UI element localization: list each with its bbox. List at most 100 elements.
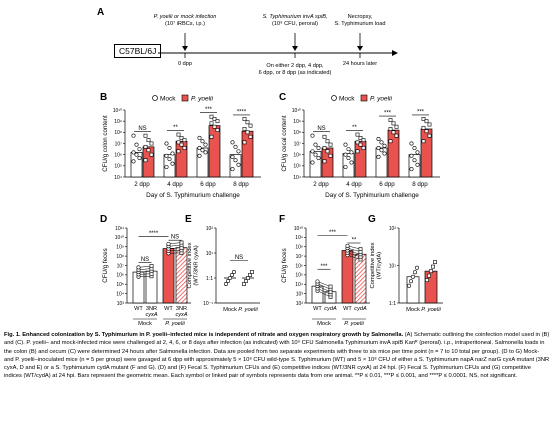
panel-f-x-tick-label: cydA	[324, 306, 337, 312]
panel-f-group-label: Mock	[317, 321, 331, 327]
panel-b-bar-pyoelii	[208, 125, 221, 178]
panel-c-y-tick-label: 10⁸	[293, 130, 301, 136]
panel-c-mock-point	[412, 145, 417, 150]
panel-b-mock-point	[230, 154, 235, 159]
panel-c-pyoelii-point	[328, 153, 333, 158]
mouse-strain-box: C57BL/6J	[114, 44, 162, 58]
panel-c-mock-point	[415, 162, 420, 167]
panel-g-y-tick-label: 10²	[389, 226, 397, 232]
panel-c-mock-point	[343, 164, 348, 169]
panel-d-point	[179, 240, 184, 245]
panel-b-sig-label: **	[173, 125, 178, 131]
panel-b-mock-point	[131, 159, 136, 164]
panel-c-mock-point	[310, 149, 315, 154]
panel-d-y-tick-label: 10⁷	[117, 263, 125, 269]
panel-f-x-tick-label: WT	[343, 306, 352, 312]
panel-e-sig-label: NS	[235, 255, 243, 261]
panel-c-mock-point	[409, 141, 414, 146]
panel-d-x-tick-label: 3NR	[146, 306, 157, 312]
panel-c-x-tick-label: 8 dpp	[412, 181, 428, 188]
panel-c-mock-point	[313, 152, 318, 157]
caption-title: Fig. 1. Enhanced colonization by S. Typh…	[4, 332, 404, 338]
panel-c-mock-point	[376, 154, 381, 159]
panel-b-legend-pyoelii: P. yoelii	[191, 96, 213, 103]
panel-d-x-tick-label: cyxA	[145, 312, 157, 318]
panel-f-y-tick-label: 10⁴	[295, 282, 303, 288]
panel-f-pair-line	[317, 285, 331, 292]
panel-b-pyoelii-point	[248, 123, 253, 128]
panel-f-pair-line	[317, 281, 331, 287]
panel-d-sig-label: NS	[171, 235, 179, 241]
panel-b-pyoelii-point	[248, 134, 253, 139]
panel-b-pyoelii-point	[176, 149, 181, 154]
panel-b-mock-point	[170, 151, 175, 156]
panel-c-mock-point	[310, 133, 315, 138]
panel-b-pyoelii-point	[215, 128, 220, 133]
panel-c-pyoelii-point	[427, 122, 432, 127]
panel-b-x-tick-label: 8 dpp	[233, 181, 249, 188]
panel-b-pyoelii-point	[215, 119, 220, 124]
panel-b-mock-point	[164, 153, 169, 158]
panel-g-bar	[406, 276, 420, 304]
panel-c-mock-point	[376, 145, 381, 150]
timeline-middle: On either 2 dpp, 4 dpp, 6 dpp, or 8 dpp …	[245, 63, 345, 76]
panel-c-mock-point	[316, 145, 321, 150]
panel-g-point	[433, 260, 437, 265]
panel-b-pyoelii-point	[242, 140, 247, 145]
panel-b-pyoelii-point	[149, 141, 154, 146]
panel-g-point	[410, 274, 415, 279]
panel-e-point	[242, 282, 246, 286]
panel-c-bar-mock	[309, 150, 322, 178]
panel-b-mock-point	[170, 161, 175, 166]
panel-c-x-label: Day of S. Typhimurium challenge	[325, 192, 419, 199]
panel-c-mock-point	[412, 158, 417, 163]
panel-b-pyoelii-point	[143, 144, 148, 149]
panel-d-x-tick-label: 3NR	[176, 306, 187, 312]
panel-d-pair-line	[138, 268, 152, 270]
panel-b-mock-point	[200, 139, 205, 144]
panel-c-mock-point	[313, 142, 318, 147]
panel-f-pair-line	[317, 283, 331, 290]
panel-d-pair-line	[168, 247, 182, 249]
panel-b-bar-mock	[196, 147, 209, 178]
panel-c-pyoelii-point	[388, 127, 393, 131]
panel-b-y-tick-label: 10⁸	[114, 130, 122, 136]
panel-c-mock-point	[415, 150, 420, 155]
panel-b-y-tick-label: 10⁹	[114, 119, 122, 125]
panel-d-y-tick-label: 10⁵	[116, 282, 124, 288]
panel-c-sig-label: ***	[384, 111, 392, 117]
event-infection-line1: P. yoelii or mock infection	[153, 14, 217, 20]
panel-f-y-tick-label: 10⁶	[295, 263, 303, 269]
panel-g-bar	[424, 270, 438, 304]
panel-c-mock-point	[382, 151, 387, 156]
panel-b-y-label: CFU/g colon content	[102, 115, 109, 172]
panel-e-point	[248, 273, 252, 277]
panel-b-y-tick-label: 10⁷	[115, 141, 123, 147]
panel-c-mock-point	[343, 142, 348, 147]
panel-e-y-tick-label: 10²	[206, 226, 214, 232]
event-necropsy: Necropsy, S. Typhimurium load	[315, 14, 405, 27]
panel-b-pyoelii-point	[143, 133, 148, 138]
panel-g-point	[414, 265, 419, 270]
panel-c-pyoelii-point	[424, 119, 429, 124]
panel-c-sig-label: NS	[317, 126, 325, 132]
panel-d-group-label: Mock	[138, 321, 152, 327]
panel-c-pyoelii-point	[391, 130, 396, 135]
panel-d-x-tick-label: WT	[134, 306, 143, 312]
panel-b-y-tick-label: 10⁵	[114, 164, 122, 170]
panel-c-mock-point	[376, 137, 381, 142]
panel-b-pyoelii-point	[212, 117, 217, 121]
panel-b-y-tick-label: 10⁶	[114, 152, 122, 158]
panel-e-y-tick-label: 10¹	[206, 251, 214, 257]
panel-c-legend-pyoelii-icon	[360, 94, 368, 102]
panel-c-pyoelii-point	[388, 139, 393, 144]
panel-d-pair-line	[138, 273, 152, 275]
panel-c-y-tick-label: 10⁴	[293, 175, 301, 181]
panel-f-pair-line	[317, 290, 331, 298]
panel-b-pyoelii-point	[182, 138, 187, 143]
panel-g-y-label: Competitive index	[370, 242, 376, 288]
panel-f-y-label: CFU/g feces	[281, 248, 288, 282]
panel-b-pyoelii-point	[242, 127, 247, 131]
panel-b-mock-point	[233, 158, 238, 163]
panel-d-bar	[175, 247, 188, 304]
